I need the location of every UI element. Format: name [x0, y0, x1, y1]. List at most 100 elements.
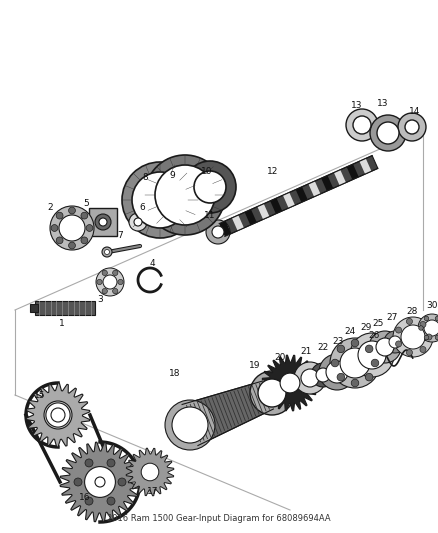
Text: 5: 5 [83, 198, 89, 207]
Text: 26: 26 [368, 330, 380, 340]
Text: 4: 4 [149, 259, 155, 268]
Circle shape [405, 120, 419, 134]
Circle shape [113, 270, 118, 276]
Polygon shape [270, 198, 282, 214]
Circle shape [90, 472, 110, 492]
Text: 29: 29 [360, 324, 372, 333]
Circle shape [337, 345, 345, 353]
Text: 20: 20 [274, 353, 286, 362]
Circle shape [377, 122, 399, 144]
Circle shape [96, 268, 124, 296]
Text: 11: 11 [204, 211, 216, 220]
Polygon shape [182, 381, 273, 446]
Text: 3: 3 [97, 295, 103, 304]
Circle shape [102, 270, 107, 276]
Text: 23: 23 [332, 337, 344, 346]
Circle shape [351, 379, 359, 387]
Circle shape [129, 213, 147, 231]
Text: 17: 17 [147, 488, 159, 497]
Circle shape [51, 408, 65, 422]
Circle shape [69, 207, 75, 214]
Circle shape [155, 165, 215, 225]
Circle shape [418, 314, 438, 342]
Polygon shape [219, 156, 378, 237]
Circle shape [85, 459, 93, 467]
Circle shape [59, 215, 85, 241]
Circle shape [113, 288, 118, 294]
Circle shape [250, 371, 294, 415]
Circle shape [56, 212, 63, 219]
Text: 16: 16 [79, 492, 91, 502]
Circle shape [118, 279, 123, 285]
Circle shape [145, 155, 225, 235]
Circle shape [56, 237, 63, 244]
Circle shape [398, 113, 426, 141]
Circle shape [435, 316, 438, 321]
Circle shape [81, 212, 88, 219]
Text: 2: 2 [47, 203, 53, 212]
Circle shape [316, 368, 330, 382]
Text: 7: 7 [117, 230, 123, 239]
Circle shape [44, 401, 72, 429]
Circle shape [132, 172, 188, 228]
Text: 19: 19 [249, 361, 261, 370]
Circle shape [95, 477, 105, 487]
Circle shape [141, 463, 159, 481]
Text: 24: 24 [344, 327, 356, 336]
Circle shape [406, 318, 413, 325]
Circle shape [365, 345, 373, 353]
Polygon shape [60, 442, 140, 522]
Text: 13: 13 [377, 99, 389, 108]
Circle shape [280, 373, 300, 393]
Circle shape [122, 162, 198, 238]
Text: 21: 21 [300, 348, 312, 357]
Polygon shape [346, 164, 359, 180]
Circle shape [319, 354, 355, 390]
Text: 25: 25 [372, 319, 384, 327]
Circle shape [351, 339, 359, 347]
Polygon shape [219, 221, 231, 237]
Circle shape [311, 363, 335, 387]
Circle shape [426, 334, 432, 340]
Circle shape [326, 361, 348, 383]
Text: 14: 14 [410, 108, 420, 117]
Circle shape [331, 359, 339, 367]
Circle shape [376, 338, 394, 356]
Text: 28: 28 [406, 308, 418, 317]
Text: 9: 9 [169, 171, 175, 180]
Circle shape [389, 336, 401, 348]
Bar [30, 304, 38, 312]
Text: 18: 18 [169, 368, 181, 377]
Circle shape [340, 348, 370, 378]
Circle shape [371, 359, 379, 367]
Text: 8: 8 [142, 174, 148, 182]
Circle shape [95, 214, 111, 230]
Circle shape [258, 379, 286, 407]
Polygon shape [321, 175, 333, 191]
Circle shape [194, 171, 226, 203]
Polygon shape [26, 383, 90, 447]
Circle shape [346, 109, 378, 141]
Polygon shape [296, 187, 308, 203]
Bar [89, 208, 117, 236]
Circle shape [435, 335, 438, 340]
Circle shape [424, 316, 429, 321]
Polygon shape [308, 181, 321, 197]
Text: 12: 12 [267, 167, 279, 176]
Text: 22: 22 [318, 343, 328, 352]
Polygon shape [245, 209, 257, 225]
Circle shape [337, 373, 345, 381]
Circle shape [396, 341, 402, 347]
Text: 13: 13 [351, 101, 363, 109]
Circle shape [294, 362, 326, 394]
Circle shape [184, 161, 236, 213]
Circle shape [51, 224, 58, 231]
Circle shape [419, 326, 423, 330]
Polygon shape [126, 448, 174, 496]
Circle shape [165, 400, 215, 450]
Bar [35, 301, 95, 315]
Circle shape [370, 115, 406, 151]
Circle shape [424, 335, 429, 340]
Polygon shape [262, 355, 318, 411]
Circle shape [401, 325, 425, 349]
